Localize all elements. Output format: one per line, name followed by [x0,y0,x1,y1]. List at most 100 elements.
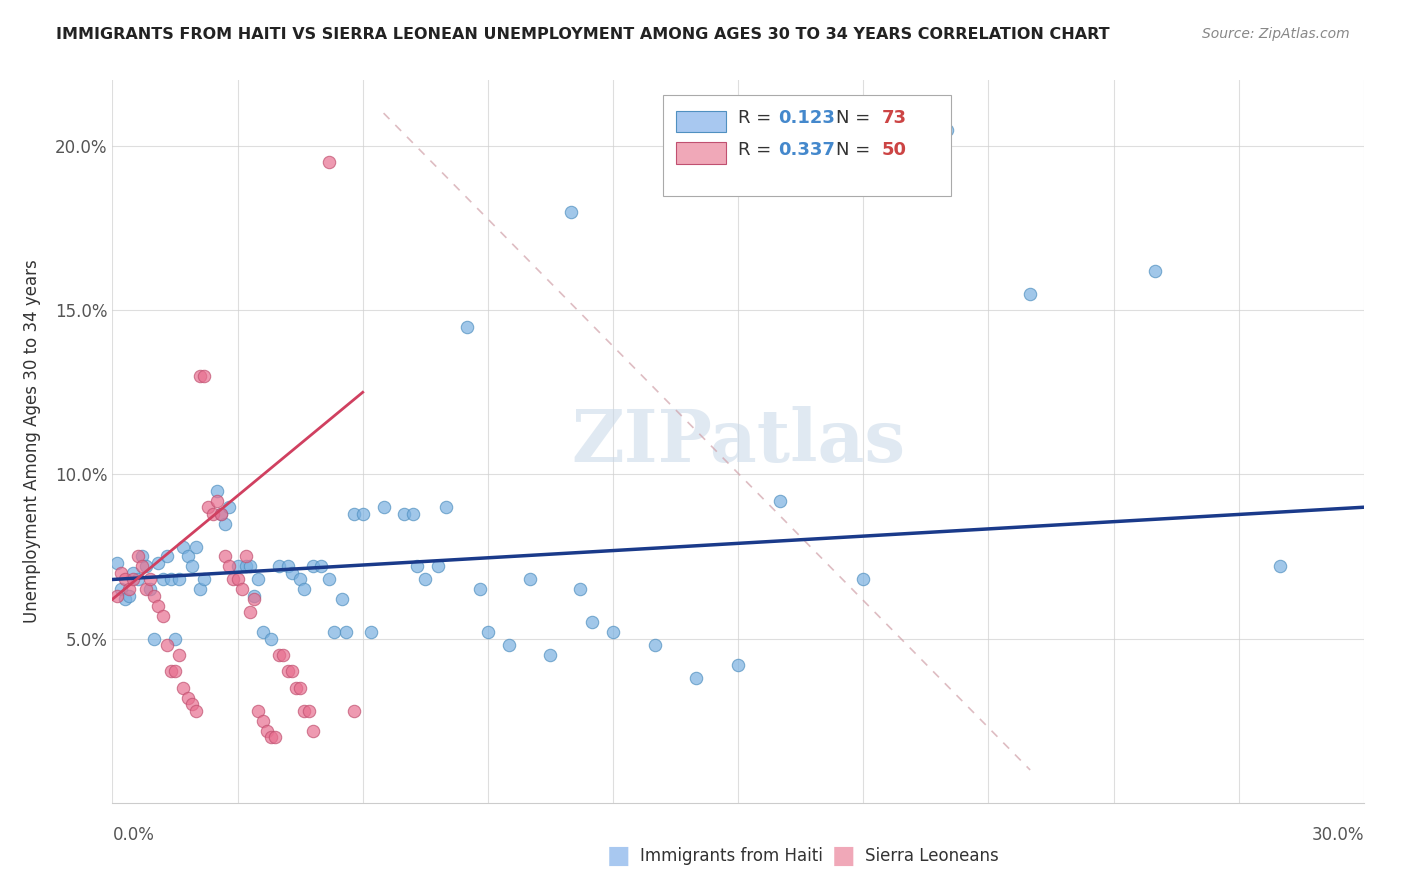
Point [127,549,149,564]
Point [193,368,215,383]
Point [226,559,249,574]
Point [360,625,382,640]
Point [413,573,436,587]
Point [176,549,198,564]
Point [172,681,194,695]
Point [252,714,274,728]
Point [163,665,186,679]
Point [131,559,153,574]
Point [644,638,666,652]
Point [560,204,582,219]
Point [172,540,194,554]
Point [167,573,190,587]
Point [290,573,312,587]
Point [477,625,499,640]
Text: IMMIGRANTS FROM HAITI VS SIERRA LEONEAN UNEMPLOYMENT AMONG AGES 30 TO 34 YEARS C: IMMIGRANTS FROM HAITI VS SIERRA LEONEAN … [56,27,1109,42]
Text: N =: N = [835,141,876,159]
Point [318,155,340,169]
Point [468,582,491,597]
Point [131,549,153,564]
Point [769,493,792,508]
Text: Sierra Leoneans: Sierra Leoneans [865,847,998,865]
Point [301,559,323,574]
Point [148,599,170,613]
Point [184,704,207,718]
Point [352,507,374,521]
Text: 0.123: 0.123 [778,109,835,127]
Point [184,540,207,554]
Point [335,625,357,640]
Point [110,582,132,597]
Text: 73: 73 [882,109,907,127]
Point [143,632,166,646]
Point [273,648,295,662]
Point [205,483,228,498]
Point [318,573,340,587]
Point [602,625,624,640]
Point [402,507,425,521]
Point [160,573,183,587]
Point [201,507,224,521]
Point [197,500,219,515]
Point [406,559,429,574]
Point [218,500,240,515]
Point [243,592,266,607]
Bar [675,143,725,164]
Text: Source: ZipAtlas.com: Source: ZipAtlas.com [1202,27,1350,41]
Point [434,500,457,515]
Text: R =: R = [738,109,778,127]
Point [456,319,478,334]
Point [292,582,315,597]
Point [292,704,315,718]
Point [281,566,304,580]
Point [394,507,416,521]
Point [156,549,179,564]
Point [269,559,291,574]
Point [152,573,174,587]
Text: 0.337: 0.337 [778,141,835,159]
Point [685,671,707,685]
Point [277,559,299,574]
Point [243,589,266,603]
Point [330,592,353,607]
Text: ■: ■ [607,845,630,868]
FancyBboxPatch shape [664,95,950,196]
Point [239,559,262,574]
Point [105,556,128,570]
Point [214,516,236,531]
Point [277,665,299,679]
Point [152,608,174,623]
Text: 50: 50 [882,141,907,159]
Text: ZIPatlas: ZIPatlas [571,406,905,477]
Point [114,592,136,607]
Text: ■: ■ [832,845,855,868]
Text: Immigrants from Haiti: Immigrants from Haiti [640,847,823,865]
Point [426,559,449,574]
Point [343,507,366,521]
Point [122,566,145,580]
Point [135,582,157,597]
Point [205,493,228,508]
Point [176,690,198,705]
Point [209,507,232,521]
Point [260,730,283,744]
Point [188,368,211,383]
Point [122,573,145,587]
Point [193,573,215,587]
Y-axis label: Unemployment Among Ages 30 to 34 years: Unemployment Among Ages 30 to 34 years [24,260,41,624]
Point [118,589,141,603]
Point [568,582,591,597]
Point [139,582,162,597]
Point [180,559,202,574]
Point [290,681,312,695]
Text: N =: N = [835,109,876,127]
Point [581,615,603,630]
Point [247,704,270,718]
Point [139,573,162,587]
Point [167,648,190,662]
Point [322,625,344,640]
Point [1144,264,1167,278]
Point [538,648,561,662]
Point [252,625,274,640]
Point [301,723,323,738]
